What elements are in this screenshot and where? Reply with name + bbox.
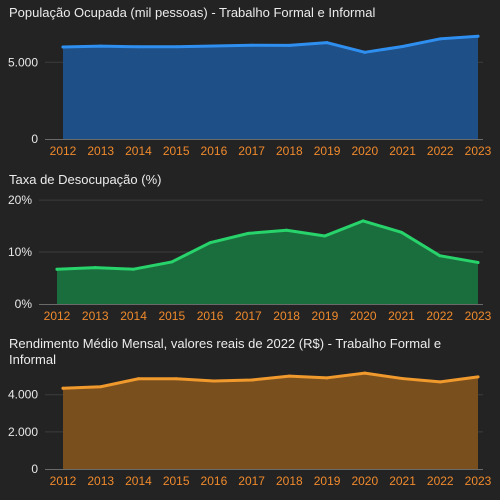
y-tick-label: 10% xyxy=(8,245,32,259)
data-point xyxy=(132,267,136,271)
data-point xyxy=(174,377,178,381)
series-area xyxy=(63,373,478,469)
x-tick-label: 2014 xyxy=(125,474,152,488)
series-area xyxy=(63,36,478,140)
x-tick-label: 2021 xyxy=(389,144,416,158)
x-tick-label: 2022 xyxy=(426,309,453,323)
series-area xyxy=(57,220,478,304)
data-point xyxy=(285,228,289,232)
data-point xyxy=(476,260,480,264)
chart-populacao-ocupada: 0 5.000 2012 2013 2014 2015 2016 2017 2018 2019 20… xyxy=(8,34,492,158)
data-point xyxy=(287,374,291,378)
data-point xyxy=(55,267,59,271)
x-tick-label: 2012 xyxy=(50,474,77,488)
chart-title-desocupacao: Taxa de Desocupação (%) xyxy=(9,172,162,187)
x-tick-label: 2012 xyxy=(50,144,77,158)
x-tick-label: 2018 xyxy=(276,474,303,488)
data-point xyxy=(93,266,97,270)
data-point xyxy=(363,50,367,54)
x-tick-label: 2022 xyxy=(427,474,454,488)
data-point xyxy=(476,34,480,38)
x-tick-label: 2019 xyxy=(314,144,341,158)
x-tick-label: 2019 xyxy=(314,474,341,488)
x-tick-label: 2015 xyxy=(158,309,185,323)
data-point xyxy=(246,231,250,235)
x-tick-label: 2014 xyxy=(125,144,152,158)
y-tick-label: 2.000 xyxy=(8,425,38,439)
data-point xyxy=(61,386,65,390)
data-point xyxy=(438,380,442,384)
series-line xyxy=(61,371,480,390)
series-line xyxy=(55,219,480,271)
x-tick-label: 2012 xyxy=(44,309,71,323)
x-tick-label: 2021 xyxy=(389,474,416,488)
x-tick-label: 2023 xyxy=(465,474,492,488)
x-tick-label: 2018 xyxy=(276,144,303,158)
data-point xyxy=(361,219,365,223)
x-tick-label: 2015 xyxy=(163,144,190,158)
data-point xyxy=(99,385,103,389)
x-tick-label: 2016 xyxy=(201,144,228,158)
x-tick-label: 2018 xyxy=(273,309,300,323)
x-tick-label: 2017 xyxy=(238,474,265,488)
x-tick-label: 2020 xyxy=(351,144,378,158)
data-point xyxy=(250,43,254,47)
data-point xyxy=(363,371,367,375)
data-point xyxy=(325,376,329,380)
y-tick-label: 0 xyxy=(31,462,38,476)
data-point xyxy=(170,260,174,264)
chart-rendimento-medio: 0 2.000 4.000 2012 2013 2014 2015 2016 2017 2018 2… xyxy=(8,371,492,488)
data-point xyxy=(212,379,216,383)
data-point xyxy=(99,44,103,48)
data-point xyxy=(438,254,442,258)
y-tick-label: 20% xyxy=(8,193,32,207)
data-point xyxy=(323,234,327,238)
x-tick-label: 2016 xyxy=(197,309,224,323)
y-tick-label: 5.000 xyxy=(8,55,38,69)
x-tick-label: 2013 xyxy=(82,309,109,323)
data-point xyxy=(325,41,329,45)
series-line xyxy=(61,34,480,54)
y-tick-label: 0 xyxy=(31,132,38,146)
x-tick-label: 2019 xyxy=(312,309,339,323)
chart-title-rendimento: Rendimento Médio Mensal, valores reais d… xyxy=(9,336,442,367)
data-point xyxy=(438,37,442,41)
x-tick-label: 2017 xyxy=(238,144,265,158)
x-tick-label: 2013 xyxy=(87,144,114,158)
x-tick-label: 2020 xyxy=(351,474,378,488)
data-point xyxy=(136,45,140,49)
data-point xyxy=(136,377,140,381)
chart-taxa-desocupacao: 0% 10% 20% 2012 2013 2014 2015 2016 2017 2018 2019… xyxy=(8,193,492,323)
x-tick-label: 2016 xyxy=(201,474,228,488)
data-point xyxy=(401,377,405,381)
data-point xyxy=(476,375,480,379)
data-point xyxy=(61,45,65,49)
x-tick-label: 2023 xyxy=(465,309,492,323)
data-point xyxy=(287,43,291,47)
y-tick-label: 4.000 xyxy=(8,388,38,402)
data-point xyxy=(250,378,254,382)
x-tick-label: 2020 xyxy=(350,309,377,323)
x-tick-label: 2015 xyxy=(163,474,190,488)
x-tick-label: 2023 xyxy=(465,144,492,158)
x-tick-label: 2021 xyxy=(388,309,415,323)
data-point xyxy=(174,45,178,49)
x-tick-label: 2013 xyxy=(87,474,114,488)
data-point xyxy=(208,241,212,245)
x-tick-label: 2014 xyxy=(120,309,147,323)
data-point xyxy=(401,44,405,48)
chart-title-populacao: População Ocupada (mil pessoas) - Trabal… xyxy=(9,5,376,20)
x-tick-label: 2022 xyxy=(427,144,454,158)
y-tick-label: 0% xyxy=(15,297,33,311)
x-tick-label: 2017 xyxy=(235,309,262,323)
data-point xyxy=(212,44,216,48)
data-point xyxy=(399,230,403,234)
